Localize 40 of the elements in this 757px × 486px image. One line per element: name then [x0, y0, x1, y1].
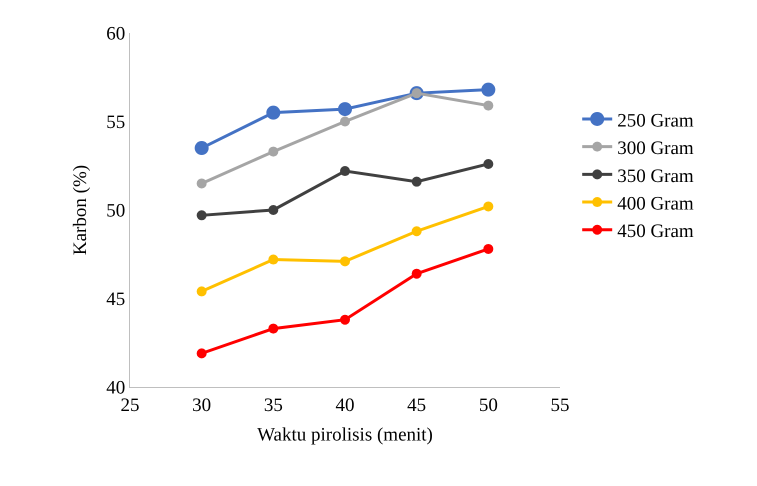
y-tick-label: 50	[106, 200, 126, 222]
y-axis-title: Karbon (%)	[70, 164, 92, 256]
point	[340, 116, 350, 126]
point	[268, 324, 278, 334]
x-tick-label: 40	[336, 394, 354, 416]
point	[412, 226, 422, 236]
y-tick-label: 45	[106, 289, 126, 310]
y-tick-label: 60	[106, 24, 126, 45]
legend-label: 400 Gram	[617, 193, 694, 214]
point	[412, 268, 422, 279]
point	[412, 176, 422, 187]
point	[194, 141, 209, 156]
point	[268, 205, 278, 215]
legend-label: 350 Gram	[617, 166, 694, 187]
point	[196, 210, 207, 220]
point	[340, 256, 350, 266]
point	[483, 158, 494, 169]
point	[196, 178, 207, 188]
point	[196, 348, 207, 358]
point	[483, 100, 494, 111]
x-tick-label: 45	[407, 394, 426, 416]
point	[340, 314, 350, 325]
point	[481, 82, 496, 97]
x-tick-label: 50	[478, 394, 498, 416]
legend-label: 300 Gram	[617, 138, 694, 160]
legend-label: 450 Gram	[617, 221, 694, 242]
point	[483, 244, 494, 254]
x-tick-label: 35	[264, 394, 283, 416]
point	[266, 106, 280, 120]
point	[196, 286, 207, 296]
x-axis-title: Waktu pirolisis (menit)	[257, 424, 433, 446]
x-tick-label: 55	[550, 394, 570, 416]
point	[338, 102, 352, 116]
point	[340, 166, 350, 176]
point	[268, 146, 278, 157]
y-tick-label: 55	[106, 112, 126, 134]
point	[268, 254, 278, 265]
x-tick-label: 30	[192, 394, 212, 416]
legend-label: 250 Gram	[617, 110, 694, 132]
point	[483, 201, 494, 212]
